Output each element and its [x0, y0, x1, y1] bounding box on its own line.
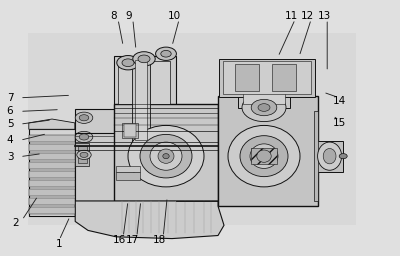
Ellipse shape	[240, 136, 288, 177]
Polygon shape	[75, 201, 224, 239]
Bar	[29, 189, 75, 196]
Bar	[75, 109, 121, 201]
Ellipse shape	[161, 50, 171, 57]
Ellipse shape	[323, 148, 336, 164]
Text: 18: 18	[152, 235, 166, 245]
Ellipse shape	[79, 115, 89, 121]
Bar	[314, 111, 318, 201]
Bar	[218, 96, 318, 206]
Text: 11: 11	[284, 11, 298, 21]
Text: 8: 8	[111, 11, 117, 21]
Bar	[238, 74, 290, 108]
Ellipse shape	[251, 99, 277, 116]
Ellipse shape	[163, 154, 169, 159]
Bar	[235, 64, 259, 91]
Bar	[29, 135, 75, 142]
Bar	[135, 60, 147, 140]
Bar	[122, 123, 138, 138]
Bar	[29, 144, 75, 151]
Text: 9: 9	[126, 11, 132, 21]
Ellipse shape	[122, 59, 134, 67]
Bar	[29, 171, 75, 178]
Bar	[114, 56, 176, 108]
Text: 15: 15	[332, 118, 346, 129]
Bar	[116, 172, 140, 180]
Polygon shape	[29, 119, 75, 129]
Bar	[29, 162, 75, 169]
Text: 16: 16	[112, 235, 126, 245]
Ellipse shape	[339, 154, 347, 159]
Text: 5: 5	[7, 119, 13, 129]
Text: 10: 10	[168, 11, 180, 21]
Bar	[29, 180, 75, 187]
Text: 2: 2	[12, 218, 18, 228]
Text: 12: 12	[300, 11, 314, 21]
Text: 1: 1	[56, 239, 62, 249]
Bar	[78, 146, 87, 163]
Text: 7: 7	[7, 93, 13, 103]
Text: 13: 13	[318, 11, 332, 21]
Ellipse shape	[257, 150, 271, 162]
Bar	[29, 198, 75, 205]
Ellipse shape	[77, 150, 91, 159]
Ellipse shape	[133, 52, 155, 66]
Text: 3: 3	[7, 152, 13, 162]
Ellipse shape	[250, 144, 278, 168]
Ellipse shape	[228, 125, 300, 187]
Ellipse shape	[140, 134, 192, 178]
Ellipse shape	[318, 142, 342, 170]
Ellipse shape	[258, 104, 270, 111]
Bar	[28, 33, 356, 225]
Bar	[251, 148, 277, 164]
Bar	[116, 166, 140, 172]
Text: 4: 4	[7, 135, 13, 145]
Ellipse shape	[75, 112, 93, 123]
Bar	[29, 129, 75, 216]
Ellipse shape	[75, 131, 93, 143]
Ellipse shape	[79, 134, 89, 140]
Bar	[316, 141, 343, 172]
Bar	[124, 124, 136, 137]
Text: 14: 14	[332, 96, 346, 106]
Ellipse shape	[158, 149, 174, 163]
Bar	[132, 56, 150, 143]
Ellipse shape	[242, 93, 286, 122]
Ellipse shape	[80, 152, 88, 157]
Ellipse shape	[128, 125, 204, 187]
Text: 17: 17	[126, 235, 140, 245]
Bar	[29, 153, 75, 160]
Text: 6: 6	[7, 106, 13, 116]
Ellipse shape	[138, 55, 150, 63]
Bar	[243, 77, 285, 104]
Bar	[29, 207, 75, 214]
Bar	[272, 64, 296, 91]
Bar	[219, 59, 315, 97]
Bar	[223, 61, 311, 94]
Bar	[114, 104, 218, 201]
Bar	[75, 143, 89, 166]
Bar	[118, 61, 170, 104]
Ellipse shape	[117, 56, 139, 70]
Ellipse shape	[150, 142, 182, 170]
Ellipse shape	[156, 47, 176, 60]
